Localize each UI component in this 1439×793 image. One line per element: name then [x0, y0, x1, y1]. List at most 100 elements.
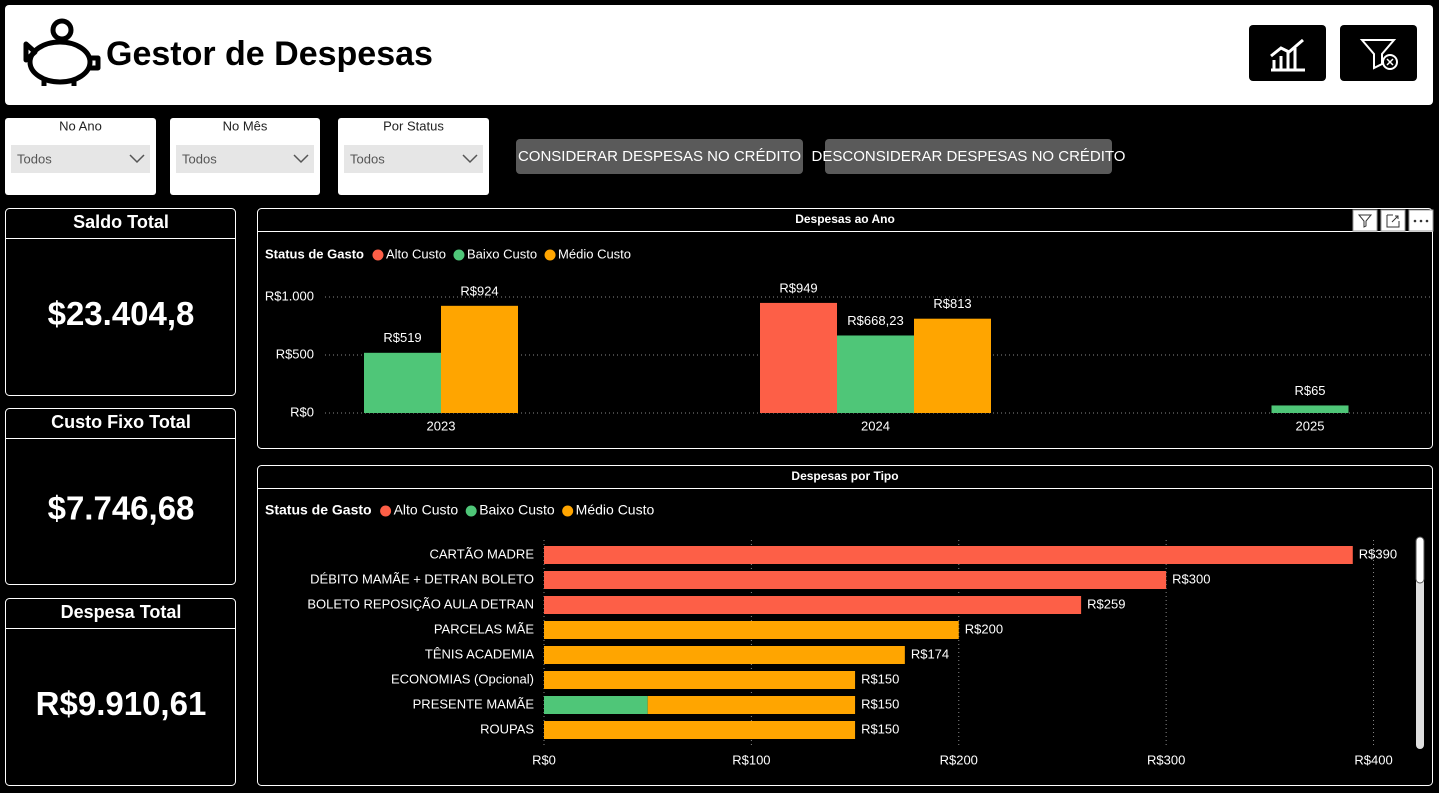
- dropdown-arrow: [462, 154, 478, 164]
- dropdown-arrow: [129, 154, 145, 164]
- total-label: R$150: [861, 671, 899, 686]
- y-tick-label: PRESENTE MAMÃE: [413, 696, 535, 711]
- bar: [544, 571, 1167, 589]
- slicer-dropdown[interactable]: [11, 145, 150, 173]
- legend-label: Baixo Custo: [479, 502, 555, 518]
- bar: [364, 352, 441, 413]
- legend-swatch: [372, 249, 384, 261]
- bar: [544, 721, 856, 739]
- total-label: R$390: [1359, 546, 1397, 561]
- kpi-value: R$9.910,61: [36, 685, 207, 722]
- bar: [837, 335, 914, 413]
- data-label: R$813: [933, 296, 971, 311]
- bar: [544, 596, 1082, 614]
- bar: [760, 302, 837, 413]
- x-tick-label: R$200: [940, 752, 978, 767]
- kpi-title: Despesa Total: [61, 602, 182, 622]
- x-tick-label: R$300: [1147, 752, 1185, 767]
- clear-filter-button[interactable]: [1340, 25, 1417, 81]
- x-tick-label: 2024: [861, 418, 890, 433]
- chart-panel: [257, 208, 1433, 449]
- chart-title: Despesas ao Ano: [795, 212, 895, 226]
- bar: [544, 646, 905, 664]
- y-tick-label: DÉBITO MAMÃE + DETRAN BOLETO: [310, 571, 534, 586]
- legend-label: Baixo Custo: [467, 246, 537, 261]
- kpi-title: Custo Fixo Total: [51, 412, 191, 432]
- slicer-label: Por Status: [383, 118, 444, 133]
- y-tick-label: R$500: [276, 346, 314, 361]
- slicer-label: No Ano: [59, 118, 102, 133]
- legend-swatch: [453, 249, 465, 261]
- legend-swatch: [544, 249, 556, 261]
- slicer-label: No Mês: [223, 118, 268, 133]
- kpi-title: Saldo Total: [73, 212, 169, 232]
- legend-title: Status de Gasto: [265, 246, 364, 261]
- action-button[interactable]: [516, 139, 803, 174]
- slicer-dropdown[interactable]: [176, 145, 314, 173]
- chart-title: Despesas por Tipo: [791, 469, 898, 483]
- kpi-card: [5, 408, 236, 585]
- piggy-icon: [23, 18, 101, 86]
- legend-title: Status de Gasto: [265, 502, 372, 518]
- legend-label: Médio Custo: [558, 246, 631, 261]
- bar: [544, 621, 959, 639]
- data-label: R$949: [779, 280, 817, 295]
- bar: [1271, 405, 1349, 413]
- focus-glyph: [1386, 214, 1400, 228]
- bar: [544, 696, 648, 714]
- action-button-label: DESCONSIDERAR DESPESAS NO CRÉDITO: [812, 148, 1126, 165]
- bar: [544, 671, 856, 689]
- scrollbar-thumb[interactable]: [1415, 536, 1425, 584]
- x-tick-label: R$0: [532, 752, 556, 767]
- total-label: R$150: [861, 696, 899, 711]
- total-label: R$200: [965, 621, 1003, 636]
- x-tick-label: R$400: [1354, 752, 1392, 767]
- header-title: Gestor de Despesas: [106, 35, 433, 73]
- y-tick-label: R$1.000: [265, 288, 314, 303]
- report-button[interactable]: [1249, 25, 1326, 81]
- legend-swatch: [465, 505, 477, 517]
- kpi-value: $23.404,8: [48, 295, 195, 332]
- total-label: R$300: [1172, 571, 1210, 586]
- kpi-card: [5, 598, 236, 786]
- y-tick-label: TÊNIS ACADEMIA: [425, 646, 534, 661]
- slicer-dropdown[interactable]: [344, 145, 483, 173]
- bar: [544, 546, 1353, 564]
- legend-label: Alto Custo: [394, 502, 459, 518]
- slicer-value: Todos: [350, 151, 385, 166]
- x-tick-label: 2025: [1296, 418, 1325, 433]
- scrollbar-track[interactable]: [1416, 537, 1424, 749]
- data-label: R$924: [460, 283, 498, 298]
- y-tick-label: CARTÃO MADRE: [430, 546, 535, 561]
- y-tick-label: BOLETO REPOSIÇÃO AULA DETRAN: [307, 596, 534, 611]
- slicer-value: Todos: [182, 151, 217, 166]
- kpi-value: $7.746,68: [48, 490, 195, 527]
- action-button-label: CONSIDERAR DESPESAS NO CRÉDITO: [518, 148, 801, 165]
- filter-icon[interactable]: [1352, 209, 1378, 232]
- header: [5, 5, 1433, 105]
- kpi-card: [5, 208, 236, 396]
- dropdown-arrow: [293, 154, 309, 164]
- y-tick-label: ROUPAS: [480, 721, 534, 736]
- more-dot: [1413, 219, 1417, 223]
- total-label: R$150: [861, 721, 899, 736]
- x-tick-label: 2023: [427, 418, 456, 433]
- data-label: R$65: [1294, 383, 1325, 398]
- y-tick-label: R$0: [290, 404, 314, 419]
- data-label: R$668,23: [847, 313, 903, 328]
- legend-label: Alto Custo: [386, 246, 446, 261]
- filter-glyph: [1357, 214, 1373, 228]
- more-dot: [1425, 219, 1429, 223]
- bar: [441, 305, 518, 413]
- more-dot: [1419, 219, 1423, 223]
- action-button[interactable]: [825, 139, 1112, 174]
- legend-swatch: [380, 505, 392, 517]
- x-tick-label: R$100: [732, 752, 770, 767]
- legend-label: Médio Custo: [576, 502, 655, 518]
- legend-swatch: [562, 505, 574, 517]
- y-tick-label: ECONOMIAS (Opcional): [391, 671, 534, 686]
- total-label: R$174: [911, 646, 949, 661]
- slicer-value: Todos: [17, 151, 52, 166]
- total-label: R$259: [1087, 596, 1125, 611]
